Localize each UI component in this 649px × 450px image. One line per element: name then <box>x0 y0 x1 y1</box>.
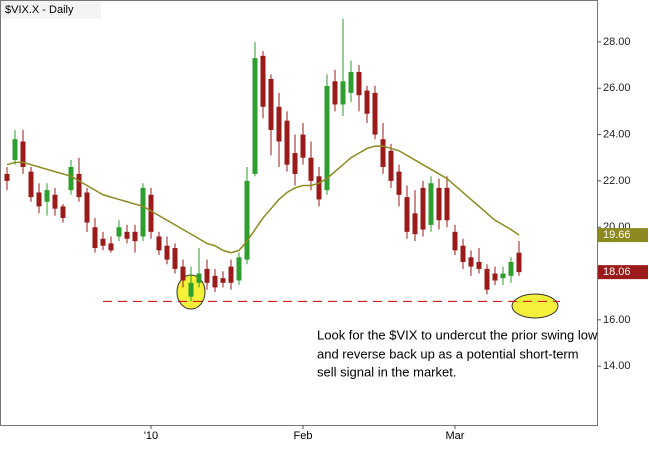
candle-body <box>348 72 354 93</box>
candle-body <box>436 187 442 221</box>
plot-frame <box>0 0 598 426</box>
y-tick-label: 14.00 <box>603 360 631 372</box>
candle-body <box>420 187 426 230</box>
candle-body <box>12 139 18 161</box>
price-tag-label: 19.66 <box>603 229 631 241</box>
candle-body <box>188 282 194 297</box>
price-tag <box>598 265 648 280</box>
moving-average <box>6 145 520 254</box>
candle-body <box>372 92 378 135</box>
candle-body <box>492 273 498 281</box>
candle-body <box>156 236 162 251</box>
candle-body <box>196 273 202 283</box>
y-tick-label: 28.00 <box>603 36 631 48</box>
candle-body <box>380 139 386 167</box>
candle-body <box>476 261 482 269</box>
candle-body <box>516 252 522 273</box>
candle-body <box>388 150 394 181</box>
candle-body <box>140 187 146 237</box>
candle-body <box>68 166 74 191</box>
candle-body <box>444 187 450 221</box>
candle-body <box>268 78 274 130</box>
x-tick-label: '10 <box>144 430 158 442</box>
candle-body <box>4 173 10 181</box>
candle-body <box>460 245 466 262</box>
candle-body <box>356 72 362 96</box>
candle-body <box>500 273 506 279</box>
candle-body <box>284 120 290 165</box>
candle-body <box>204 268 210 283</box>
candle-body <box>60 206 66 218</box>
candle-body <box>260 55 266 107</box>
y-tick-label: 26.00 <box>603 82 631 94</box>
candle-body <box>236 257 242 281</box>
candle-body <box>164 245 170 260</box>
candle-body <box>428 183 434 225</box>
price-tag <box>598 228 648 243</box>
candle-body <box>84 192 90 223</box>
candle-body <box>452 231 458 251</box>
candle-body <box>132 231 138 242</box>
candle-body <box>44 190 50 202</box>
candle-body <box>332 81 338 105</box>
candle-body <box>508 261 514 276</box>
candle-body <box>20 141 26 167</box>
candle-body <box>36 192 42 207</box>
candle-body <box>180 266 186 281</box>
annotation: sell signal in the market. <box>317 364 456 379</box>
candle-body <box>308 157 314 181</box>
candle-body <box>340 81 346 105</box>
candle-body <box>276 106 282 142</box>
candle-body <box>108 243 114 251</box>
highlight <box>511 293 559 319</box>
candle-body <box>316 176 322 200</box>
candle-body <box>404 197 410 232</box>
annotation: and reverse back up as a potential short… <box>317 346 579 361</box>
chart-title: $VIX.X - Daily <box>5 4 74 16</box>
x-tick-label: Feb <box>294 430 313 442</box>
candle-body <box>364 90 370 114</box>
y-tick-label: 16.00 <box>603 314 631 326</box>
candle-body <box>324 85 330 191</box>
candle-body <box>92 227 98 249</box>
candle-body <box>396 171 402 195</box>
candle-body <box>28 171 34 198</box>
annotation: Look for the $VIX to undercut the prior … <box>317 327 598 342</box>
candle-body <box>220 278 226 283</box>
price-tag-label: 18.06 <box>603 266 631 278</box>
y-tick-label: 22.00 <box>603 175 631 187</box>
candle-body <box>292 153 298 174</box>
candle-body <box>244 180 250 260</box>
candle-body <box>100 238 106 246</box>
candle-body <box>76 173 82 198</box>
x-tick-label: Mar <box>446 430 465 442</box>
candle-body <box>484 268 490 290</box>
y-tick-label: 24.00 <box>603 128 631 140</box>
candle-body <box>252 58 258 174</box>
candle-body <box>300 134 306 158</box>
candle-body <box>468 257 474 267</box>
candle-body <box>124 231 130 239</box>
candle-body <box>412 213 418 235</box>
title-bg <box>1 1 101 19</box>
candle-body <box>228 266 234 283</box>
candle-body <box>148 194 154 232</box>
candle-body <box>116 227 122 237</box>
candle-body <box>52 194 58 209</box>
candle-body <box>212 275 218 288</box>
candle-body <box>172 248 178 269</box>
